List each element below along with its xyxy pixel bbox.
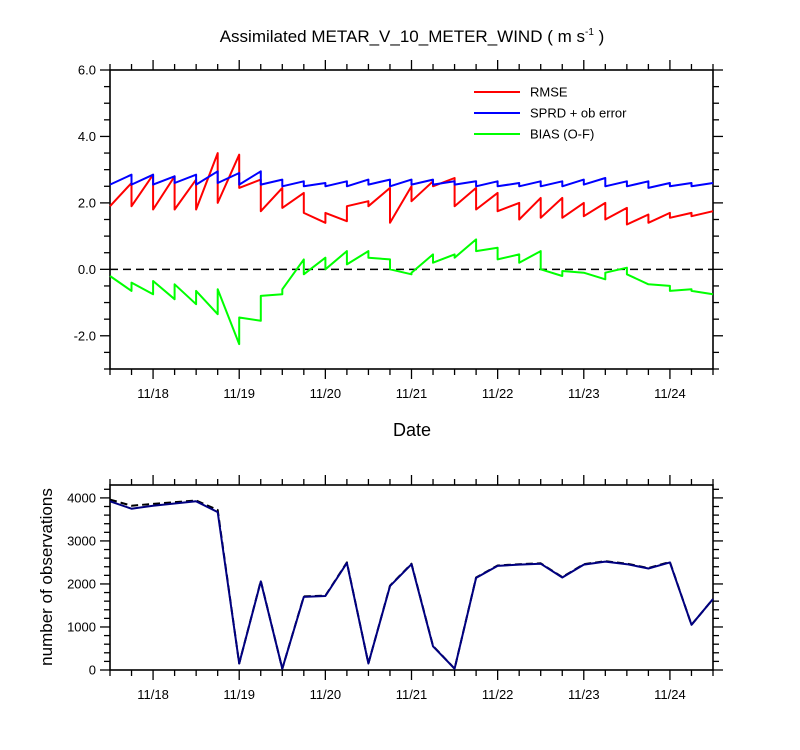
bottom-ytick-label: 2000 <box>67 576 96 591</box>
bottom-xtick-label: 11/19 <box>223 687 255 702</box>
bottom-xtick-label: 11/18 <box>137 687 169 702</box>
series-line-obs_used <box>109 500 714 670</box>
bottom-xtick-label: 11/20 <box>310 687 342 702</box>
bottom-ytick-label: 4000 <box>67 490 96 505</box>
legend-label-bias: BIAS (O-F) <box>530 127 594 142</box>
title-main: Assimilated METAR_V_10_METER_WIND ( m s <box>220 27 585 46</box>
legend-label-sprd: SPRD + ob error <box>530 106 627 121</box>
bottom-xtick-label: 11/22 <box>482 687 514 702</box>
top-ytick-label: 2.0 <box>78 195 96 210</box>
series-line-rmse <box>109 152 714 226</box>
top-ytick-label: 0.0 <box>78 262 96 277</box>
bottom-xtick-label: 11/24 <box>654 687 686 702</box>
chart-title: Assimilated METAR_V_10_METER_WIND ( m s-… <box>220 27 605 46</box>
series-line-bias <box>109 238 714 346</box>
bottom-ytick-label: 3000 <box>67 533 96 548</box>
top-xtick-label: 11/19 <box>223 386 255 401</box>
top-ytick-label: 6.0 <box>78 63 96 78</box>
title-superscript: -1 <box>585 27 594 38</box>
bottom-plot: 11/18 11/19 11/20 11/21 11/22 11/23 11/24 0 1000… <box>37 475 723 702</box>
top-xtick-label: 11/21 <box>396 386 428 401</box>
bottom-ytick-label: 1000 <box>67 619 96 634</box>
top-xtick-label: 11/24 <box>654 386 686 401</box>
bottom-y-axis-label: number of observations <box>37 488 56 666</box>
series-line-sprd <box>109 170 714 189</box>
top-xtick-label: 11/18 <box>137 386 169 401</box>
bottom-xtick-label: 11/23 <box>568 687 600 702</box>
top-ytick-label: 4.0 <box>78 129 96 144</box>
top-xtick-label: 11/20 <box>310 386 342 401</box>
top-xtick-label: 11/22 <box>482 386 514 401</box>
top-plot: 11/18 11/19 11/20 11/21 11/22 11/23 11/24 -2.0 0… <box>74 60 723 440</box>
bottom-xtick-label: 11/21 <box>396 687 428 702</box>
legend-label-rmse: RMSE <box>530 85 568 100</box>
top-xtick-label: 11/23 <box>568 386 600 401</box>
top-ytick-label: -2.0 <box>74 328 96 343</box>
bottom-ytick-label: 0 <box>89 663 96 678</box>
title-end: ) <box>594 27 604 46</box>
series-line-obs_possible <box>109 498 714 670</box>
bottom-frame <box>109 484 714 671</box>
legend: RMSE SPRD + ob error BIAS (O-F) <box>474 85 627 142</box>
top-x-axis-label: Date <box>393 420 431 440</box>
